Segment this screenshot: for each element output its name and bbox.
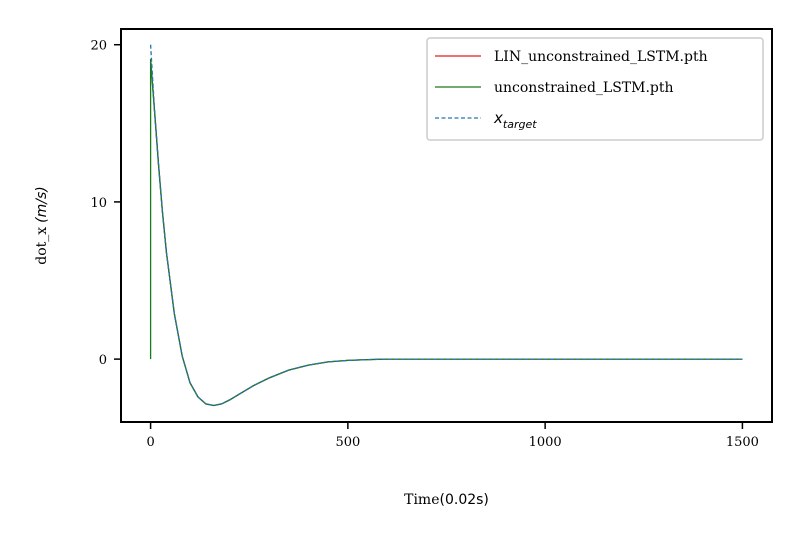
plot-frame bbox=[120, 28, 773, 423]
series-layer bbox=[149, 44, 743, 407]
legend: LIN_unconstrained_LSTM.pth unconstrained… bbox=[426, 37, 764, 141]
legend-label-unconstrained: unconstrained_LSTM.pth bbox=[494, 80, 674, 96]
y-tick-label: 10 bbox=[90, 196, 107, 211]
ticks-layer: 0 500 1000 1500 0 10 20 bbox=[90, 39, 759, 450]
y-axis-label-unit: (m/s) bbox=[34, 186, 50, 223]
x-tick-label: 0 bbox=[146, 435, 154, 450]
y-axis-label-text: dot_x bbox=[34, 227, 50, 265]
y-axis-label: dot_x (m/s) bbox=[34, 186, 50, 265]
x-axis-label: Time(0.02s) bbox=[404, 492, 489, 508]
y-tick-label: 0 bbox=[99, 353, 107, 368]
x-axis-label-text: Time bbox=[404, 492, 439, 508]
legend-label-lin-unconstrained: LIN_unconstrained_LSTM.pth bbox=[494, 49, 708, 65]
legend-x-sub: target bbox=[503, 118, 537, 131]
x-axis-label-unit: (0.02s) bbox=[440, 492, 489, 508]
x-tick-label: 1500 bbox=[726, 435, 759, 450]
y-tick-label: 20 bbox=[90, 39, 107, 54]
legend-label-x-target: xtarget bbox=[493, 109, 537, 131]
x-tick-label: 1000 bbox=[529, 435, 562, 450]
legend-x-main: x bbox=[493, 109, 503, 127]
legend-box bbox=[426, 37, 764, 141]
series-line-x-target bbox=[149, 44, 743, 407]
x-tick-label: 500 bbox=[335, 435, 360, 450]
